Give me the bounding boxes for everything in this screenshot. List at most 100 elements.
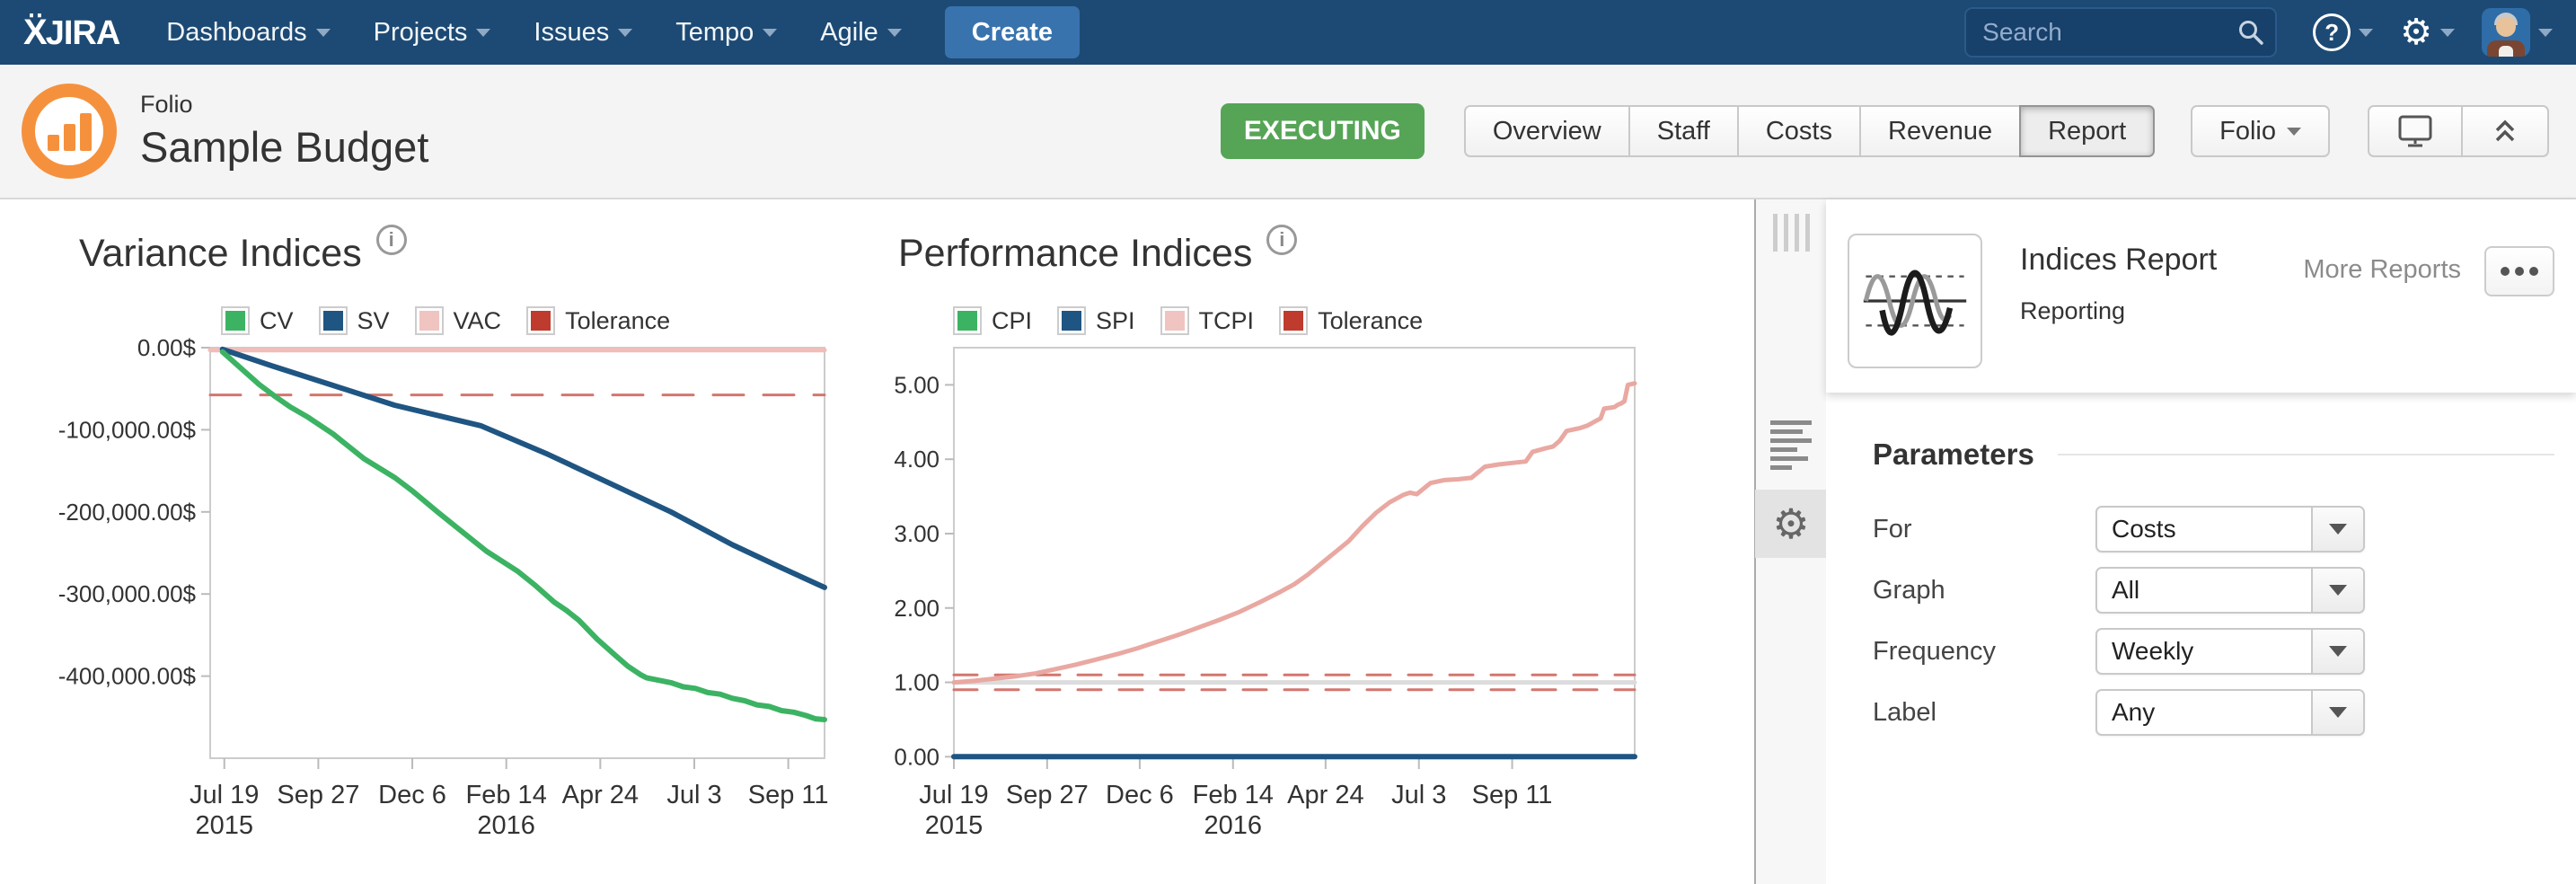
- legend-label: TCPI: [1198, 306, 1255, 334]
- parameters-section: Parameters For Costs Graph All Frequency: [1826, 393, 2576, 736]
- variance-chart: 0.00$ -100,000.00$ -200,000.00$ -300,000.00…: [58, 334, 829, 840]
- legend-swatch: [1279, 306, 1309, 335]
- nav-item-label: Agile: [820, 17, 878, 47]
- tab-costs[interactable]: Costs: [1736, 105, 1861, 157]
- graph-select-value: All: [2112, 576, 2140, 604]
- report-thumbnail[interactable]: [1848, 234, 1982, 368]
- frequency-select[interactable]: Weekly: [2095, 628, 2365, 675]
- status-badge: EXECUTING: [1220, 103, 1425, 159]
- search-icon: [2237, 19, 2264, 50]
- app-name: Folio: [140, 91, 193, 118]
- svg-text:-100,000.00$: -100,000.00$: [58, 416, 197, 443]
- svg-text:Dec 6: Dec 6: [1106, 781, 1174, 809]
- param-row-label: Label Any: [1873, 689, 2554, 736]
- legend-label: VAC: [453, 306, 502, 334]
- svg-text:2016: 2016: [1204, 811, 1263, 840]
- param-row-for: For Costs: [1873, 506, 2554, 552]
- label-select[interactable]: Any: [2095, 689, 2365, 736]
- variance-chart-block: Variance Indices i CV SV VAC Tolerance 0…: [54, 199, 844, 884]
- performance-legend: CPI SPI TCPI Tolerance: [953, 306, 1666, 335]
- chevron-down-icon: [2311, 691, 2363, 734]
- performance-chart-title: Performance Indices: [898, 232, 1253, 275]
- svg-text:-300,000.00$: -300,000.00$: [58, 580, 197, 607]
- nav-item-dashboards[interactable]: Dashboards: [166, 18, 331, 48]
- ellipsis-icon: [2501, 267, 2510, 276]
- report-card: Indices Report Reporting More Reports: [1826, 199, 2576, 393]
- for-select[interactable]: Costs: [2095, 506, 2365, 552]
- legend-label: SPI: [1096, 306, 1135, 334]
- nav-item-agile[interactable]: Agile: [820, 18, 902, 48]
- heading-rule: [2057, 454, 2554, 455]
- chevron-down-icon: [887, 28, 902, 37]
- svg-text:Feb 14: Feb 14: [466, 781, 547, 809]
- svg-text:Feb 14: Feb 14: [1193, 781, 1274, 809]
- help-menu[interactable]: ?: [2313, 13, 2374, 51]
- param-row-frequency: Frequency Weekly: [1873, 628, 2554, 675]
- tab-revenue[interactable]: Revenue: [1859, 105, 2022, 157]
- presentation-mode-button[interactable]: [2368, 105, 2463, 157]
- report-settings-tab[interactable]: ⚙: [1755, 490, 1827, 558]
- parameters-heading: Parameters: [1873, 438, 2034, 471]
- label-select-value: Any: [2112, 698, 2156, 726]
- create-button[interactable]: Create: [944, 6, 1081, 58]
- svg-text:Jul 3: Jul 3: [1391, 781, 1446, 809]
- view-tabs: Overview Staff Costs Revenue Report: [1463, 105, 2156, 157]
- legend-swatch: [414, 306, 444, 335]
- info-icon[interactable]: i: [1266, 225, 1298, 255]
- indices-waves-icon: [1863, 270, 1967, 336]
- svg-text:Jul 19: Jul 19: [190, 781, 259, 809]
- nav-item-issues[interactable]: Issues: [534, 17, 633, 48]
- panel-resize-handle-icon[interactable]: [1772, 214, 1810, 252]
- svg-text:4.00: 4.00: [894, 446, 940, 473]
- report-title: Indices Report: [2020, 243, 2218, 277]
- svg-text:0.00$: 0.00$: [137, 334, 197, 361]
- nav-item-projects[interactable]: Projects: [374, 18, 491, 48]
- monitor-icon: [2398, 115, 2432, 147]
- svg-text:2015: 2015: [925, 811, 984, 840]
- top-nav: Ẍ JIRA Dashboards Projects Issues Tempo A…: [0, 0, 2576, 65]
- graph-select[interactable]: All: [2095, 567, 2365, 614]
- tab-staff[interactable]: Staff: [1628, 105, 1739, 157]
- search-input[interactable]: [1964, 7, 2278, 57]
- legend-label: Tolerance: [1318, 306, 1424, 334]
- nav-item-tempo[interactable]: Tempo: [675, 18, 778, 48]
- tab-overview[interactable]: Overview: [1463, 105, 1630, 157]
- chevron-down-icon: [2538, 28, 2553, 37]
- frequency-select-value: Weekly: [2112, 637, 2194, 665]
- chevron-down-icon: [476, 28, 491, 37]
- svg-text:2015: 2015: [195, 811, 253, 840]
- folio-menu-button[interactable]: Folio: [2191, 105, 2330, 157]
- nav-item-label: Issues: [534, 17, 610, 47]
- more-actions-button[interactable]: [2484, 246, 2554, 296]
- chevron-down-icon: [315, 28, 331, 37]
- svg-text:1.00: 1.00: [894, 669, 940, 696]
- user-menu[interactable]: [2482, 8, 2553, 57]
- more-reports-link[interactable]: More Reports: [2303, 255, 2461, 284]
- legend-label: SV: [357, 306, 390, 334]
- chevron-down-icon: [763, 28, 778, 37]
- param-label: For: [1873, 514, 1912, 544]
- gear-icon: ⚙: [2400, 13, 2432, 52]
- jira-logo-word: JIRA: [45, 13, 121, 52]
- variance-chart-title: Variance Indices: [79, 232, 362, 275]
- collapse-header-button[interactable]: [2461, 105, 2549, 157]
- chevron-down-icon: [618, 28, 633, 37]
- legend-label: CPI: [992, 306, 1033, 334]
- svg-text:2.00: 2.00: [894, 595, 940, 622]
- nav-item-label: Projects: [373, 17, 468, 47]
- param-label: Label: [1873, 697, 1936, 727]
- jira-logo[interactable]: Ẍ JIRA: [23, 12, 121, 53]
- double-chevron-up-icon: [2495, 119, 2515, 142]
- jira-logo-mark-icon: Ẍ: [23, 12, 48, 52]
- svg-text:Jul 3: Jul 3: [666, 781, 721, 809]
- info-icon[interactable]: i: [375, 225, 407, 255]
- legend-swatch: [318, 306, 348, 335]
- svg-text:5.00: 5.00: [894, 371, 940, 398]
- param-label: Frequency: [1873, 636, 1997, 666]
- report-side-panel: Indices Report Reporting More Reports Pa…: [1826, 199, 2576, 884]
- admin-menu[interactable]: ⚙: [2400, 14, 2455, 50]
- tab-report[interactable]: Report: [2019, 105, 2156, 157]
- svg-text:Sep 27: Sep 27: [1006, 781, 1089, 809]
- report-details-icon[interactable]: [1770, 420, 1812, 470]
